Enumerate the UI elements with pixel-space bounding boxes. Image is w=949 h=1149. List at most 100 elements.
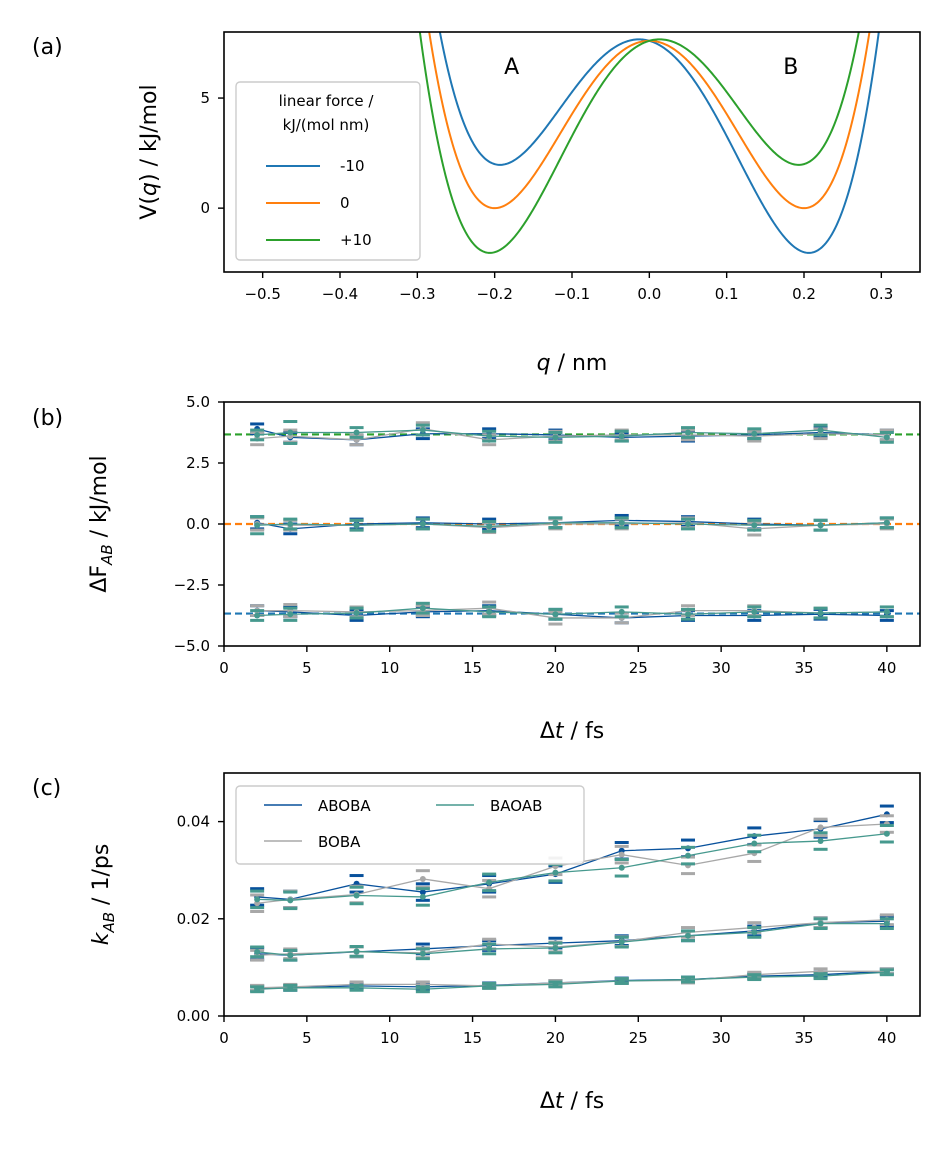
- y-tick-label: 0.02: [177, 910, 210, 928]
- y-axis-label: V(q) / kJ/mol: [137, 84, 162, 219]
- legend-entry: BAOAB: [490, 797, 542, 815]
- data-point: [254, 522, 261, 529]
- data-point: [552, 944, 559, 951]
- data-point: [254, 431, 261, 438]
- y-axis-label: kAB / 1/ps: [89, 844, 118, 946]
- x-tick-label: −0.4: [322, 285, 358, 303]
- series-line: [257, 919, 887, 956]
- data-point: [254, 612, 261, 619]
- data-point: [883, 830, 890, 837]
- plot-frame: [223, 772, 921, 1017]
- potential-line-2: [418, 32, 860, 254]
- data-point: [618, 939, 625, 946]
- x-tick-label: 5: [302, 1029, 312, 1047]
- x-axis-label: q / nm: [537, 351, 608, 376]
- series-line: [257, 920, 887, 956]
- x-tick-label: −0.2: [476, 285, 512, 303]
- data-point: [254, 986, 261, 993]
- data-point: [685, 429, 691, 436]
- data-point: [883, 608, 890, 615]
- x-tick-label: 15: [463, 1029, 482, 1047]
- data-point: [287, 429, 294, 436]
- data-point: [419, 521, 426, 527]
- data-point: [618, 433, 625, 440]
- data-point: [552, 981, 559, 988]
- data-point: [817, 610, 824, 617]
- data-point: [287, 897, 294, 904]
- x-tick-label: −0.5: [244, 285, 280, 303]
- data-point: [751, 929, 758, 936]
- data-point: [353, 948, 360, 955]
- data-point: [883, 519, 890, 526]
- data-point: [353, 610, 360, 617]
- data-point: [685, 611, 691, 618]
- data-point: [254, 896, 261, 903]
- data-point: [419, 986, 426, 993]
- potential-line-1: [428, 32, 871, 210]
- x-tick-label: 30: [712, 1029, 731, 1047]
- y-tick-label: 5: [200, 89, 210, 107]
- x-tick-label: 35: [794, 1029, 813, 1047]
- data-point: [883, 969, 890, 976]
- data-point: [751, 974, 758, 981]
- legend-title: kJ/(mol nm): [283, 116, 370, 134]
- y-tick-label: 0.04: [177, 813, 210, 831]
- data-point: [685, 852, 691, 859]
- panel-c: 0 5 10 15 20 25 30 35 40 0.00 0.02 0.04 Δt / fs (c) kA…: [32, 772, 921, 1114]
- x-tick-label: −0.3: [399, 285, 435, 303]
- basin-label: B: [783, 55, 798, 80]
- data-point: [618, 864, 625, 871]
- legend-entry: BOBA: [318, 833, 361, 851]
- x-tick-label: 10: [380, 659, 399, 677]
- data-point: [552, 611, 559, 618]
- x-tick-label: 25: [629, 1029, 648, 1047]
- x-tick-label: 0.2: [792, 285, 816, 303]
- y-tick-label: −5.0: [174, 637, 210, 655]
- data-point: [287, 521, 294, 527]
- data-point: [685, 521, 691, 527]
- data-point: [287, 984, 294, 991]
- data-point: [419, 605, 426, 612]
- data-point: [883, 920, 890, 927]
- data-point: [486, 879, 493, 886]
- x-tick-label: 20: [546, 659, 565, 677]
- legend: ABOBA BOBA BAOAB: [235, 785, 585, 865]
- data-point: [618, 608, 625, 615]
- data-point: [486, 982, 493, 989]
- x-tick-label: 35: [794, 659, 813, 677]
- x-tick-label: 5: [302, 659, 312, 677]
- x-tick-label: 15: [463, 659, 482, 677]
- y-tick-label: 5.0: [186, 393, 210, 411]
- data-point: [552, 434, 559, 441]
- legend-entry: -10: [340, 157, 365, 175]
- data-point: [552, 869, 559, 876]
- data-point: [419, 893, 426, 900]
- y-axis-label: ΔFAB / kJ/mol: [87, 455, 116, 592]
- y-tick-label: 0: [200, 199, 210, 217]
- data-point: [751, 522, 758, 529]
- potential-line-0: [438, 32, 880, 254]
- data-point: [817, 838, 824, 845]
- x-tick-label: 0: [219, 1029, 229, 1047]
- data-point: [751, 608, 758, 615]
- data-point: [552, 519, 559, 526]
- x-tick-label: 0.1: [715, 285, 739, 303]
- legend-entry: +10: [340, 231, 372, 249]
- x-tick-label: 40: [877, 659, 896, 677]
- y-tick-label: −2.5: [174, 576, 210, 594]
- data-point: [353, 522, 360, 529]
- data-point: [751, 430, 758, 437]
- data-point: [817, 522, 824, 529]
- data-point: [353, 892, 360, 899]
- series-line: [257, 923, 887, 956]
- panel-a: −0.5 −0.4 −0.3 −0.2 −0.1 0.0 0.1 0.2 0.3 0 5 A Bline…: [32, 31, 921, 376]
- panel-label: (a): [32, 35, 63, 60]
- data-point: [817, 824, 824, 831]
- data-point: [419, 875, 426, 882]
- x-tick-label: 30: [712, 659, 731, 677]
- data-point: [685, 976, 691, 983]
- x-tick-label: 0.3: [869, 285, 893, 303]
- data-point: [353, 984, 360, 991]
- data-point: [817, 427, 824, 434]
- legend: linear force / kJ/(mol nm) -10 0 +10: [235, 81, 421, 261]
